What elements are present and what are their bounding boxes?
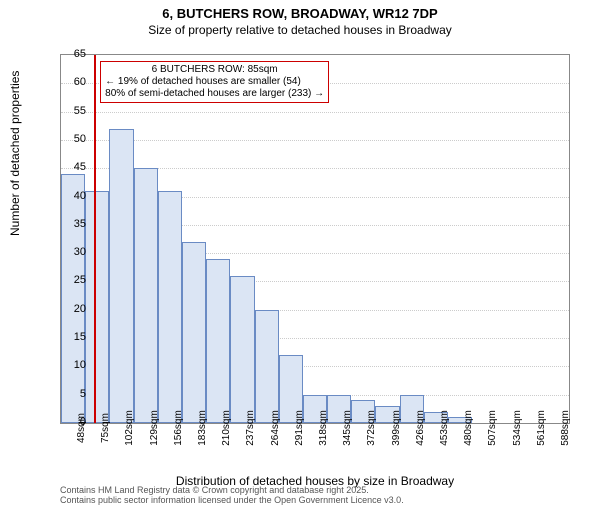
x-tick-label: 453sqm — [439, 410, 450, 446]
x-tick-label: 48sqm — [76, 413, 87, 443]
chart-subtitle: Size of property relative to detached ho… — [0, 23, 600, 37]
y-tick-label: 5 — [60, 388, 86, 400]
y-axis-label: Number of detached properties — [8, 71, 22, 236]
y-tick-label: 45 — [60, 161, 86, 173]
y-tick-label: 50 — [60, 133, 86, 145]
x-tick-label: 237sqm — [245, 410, 256, 446]
x-tick-label: 156sqm — [173, 410, 184, 446]
x-tick-label: 210sqm — [221, 410, 232, 446]
x-tick-label: 291sqm — [294, 410, 305, 446]
footer-line-2: Contains public sector information licen… — [60, 495, 404, 505]
y-tick-label: 30 — [60, 246, 86, 258]
x-tick-label: 426sqm — [415, 410, 426, 446]
x-tick-label: 399sqm — [391, 410, 402, 446]
y-tick-label: 40 — [60, 190, 86, 202]
annotation-line-3: 80% of semi-detached houses are larger (… — [105, 88, 324, 100]
marker-line — [94, 55, 96, 423]
y-tick-label: 35 — [60, 218, 86, 230]
x-tick-label: 318sqm — [318, 410, 329, 446]
histogram-bar — [85, 191, 109, 423]
plot-area: 6 BUTCHERS ROW: 85sqm← 19% of detached h… — [60, 54, 570, 424]
y-tick-label: 10 — [60, 359, 86, 371]
histogram-bar — [230, 276, 254, 423]
y-tick-label: 60 — [60, 76, 86, 88]
histogram-bar — [109, 129, 133, 423]
x-tick-label: 102sqm — [124, 410, 135, 446]
y-tick-label: 55 — [60, 105, 86, 117]
x-tick-label: 129sqm — [149, 410, 160, 446]
annotation-line-1: 6 BUTCHERS ROW: 85sqm — [105, 64, 324, 76]
chart-title: 6, BUTCHERS ROW, BROADWAY, WR12 7DP — [0, 6, 600, 21]
x-tick-label: 534sqm — [512, 410, 523, 446]
y-tick-label: 20 — [60, 303, 86, 315]
x-tick-label: 264sqm — [270, 410, 281, 446]
gridline — [61, 140, 569, 141]
chart-container: 6, BUTCHERS ROW, BROADWAY, WR12 7DP Size… — [0, 6, 600, 506]
x-tick-label: 561sqm — [536, 410, 547, 446]
footer-line-1: Contains HM Land Registry data © Crown c… — [60, 485, 369, 495]
histogram-bar — [206, 259, 230, 423]
x-tick-label: 372sqm — [366, 410, 377, 446]
histogram-bar — [61, 174, 85, 423]
gridline — [61, 112, 569, 113]
x-tick-label: 480sqm — [463, 410, 474, 446]
y-tick-label: 15 — [60, 331, 86, 343]
histogram-bar — [158, 191, 182, 423]
x-tick-label: 75sqm — [100, 413, 111, 443]
x-tick-label: 345sqm — [342, 410, 353, 446]
y-tick-label: 25 — [60, 274, 86, 286]
annotation-line-2: ← 19% of detached houses are smaller (54… — [105, 76, 324, 88]
histogram-bar — [134, 168, 158, 423]
x-tick-label: 183sqm — [197, 410, 208, 446]
annotation-box: 6 BUTCHERS ROW: 85sqm← 19% of detached h… — [100, 61, 329, 103]
x-tick-label: 588sqm — [560, 410, 571, 446]
footer-text: Contains HM Land Registry data © Crown c… — [60, 486, 404, 506]
x-tick-label: 507sqm — [487, 410, 498, 446]
histogram-bar — [182, 242, 206, 423]
y-tick-label: 65 — [60, 48, 86, 60]
histogram-bar — [255, 310, 279, 423]
